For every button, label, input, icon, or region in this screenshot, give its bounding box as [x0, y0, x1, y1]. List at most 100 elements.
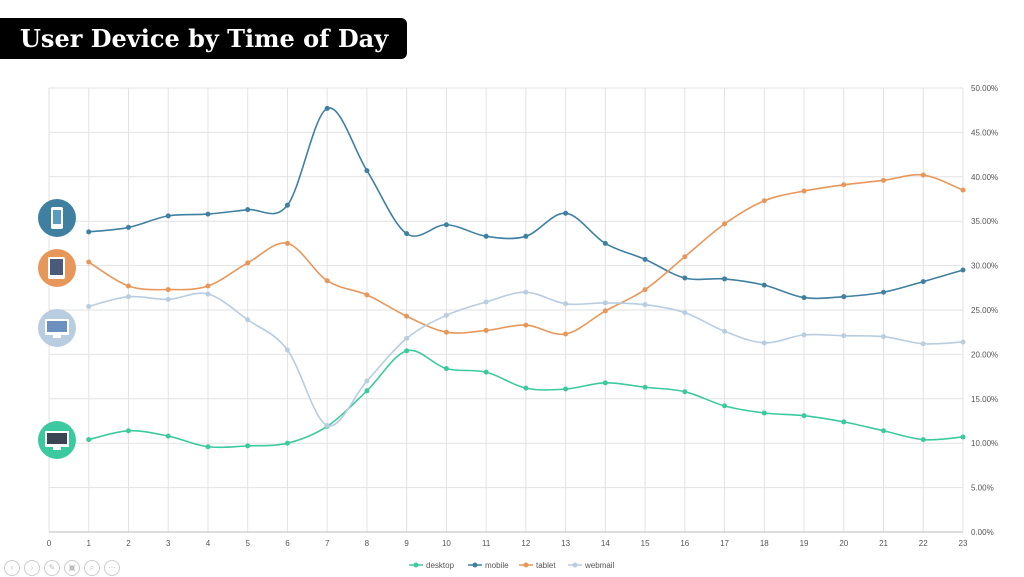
data-point-desktop[interactable]: [881, 428, 887, 434]
data-point-mobile[interactable]: [761, 282, 767, 288]
data-point-webmail[interactable]: [563, 301, 569, 307]
data-point-webmail[interactable]: [523, 289, 529, 295]
data-point-webmail[interactable]: [404, 335, 410, 341]
data-point-tablet[interactable]: [284, 240, 290, 246]
data-point-webmail[interactable]: [881, 334, 887, 340]
data-point-mobile[interactable]: [801, 295, 807, 301]
data-point-desktop[interactable]: [960, 434, 966, 440]
data-point-mobile[interactable]: [205, 211, 211, 217]
data-point-desktop[interactable]: [483, 369, 489, 375]
legend-label-desktop[interactable]: desktop: [426, 561, 455, 570]
data-point-mobile[interactable]: [642, 256, 648, 262]
data-point-mobile[interactable]: [483, 233, 489, 239]
data-point-desktop[interactable]: [86, 437, 92, 443]
data-point-webmail[interactable]: [245, 317, 251, 323]
data-point-desktop[interactable]: [722, 403, 728, 409]
data-point-desktop[interactable]: [801, 413, 807, 419]
data-point-desktop[interactable]: [602, 380, 608, 386]
data-point-mobile[interactable]: [563, 210, 569, 216]
data-point-desktop[interactable]: [245, 443, 251, 449]
data-point-mobile[interactable]: [125, 224, 131, 230]
data-point-webmail[interactable]: [205, 291, 211, 297]
data-point-tablet[interactable]: [205, 283, 211, 289]
data-point-mobile[interactable]: [324, 105, 330, 111]
data-point-mobile[interactable]: [245, 207, 251, 213]
data-point-tablet[interactable]: [722, 221, 728, 227]
data-point-tablet[interactable]: [682, 254, 688, 260]
data-point-webmail[interactable]: [364, 378, 370, 384]
data-point-webmail[interactable]: [761, 340, 767, 346]
data-point-webmail[interactable]: [602, 300, 608, 306]
forward-icon[interactable]: ›: [24, 560, 40, 576]
data-point-webmail[interactable]: [324, 422, 330, 428]
data-point-webmail[interactable]: [920, 341, 926, 347]
data-point-mobile[interactable]: [602, 240, 608, 246]
data-point-tablet[interactable]: [443, 329, 449, 335]
data-point-mobile[interactable]: [682, 275, 688, 281]
data-point-tablet[interactable]: [324, 278, 330, 284]
data-point-desktop[interactable]: [404, 348, 410, 354]
data-point-desktop[interactable]: [920, 437, 926, 443]
legend-label-webmail[interactable]: webmail: [584, 561, 615, 570]
data-point-desktop[interactable]: [165, 433, 171, 439]
data-point-tablet[interactable]: [761, 198, 767, 204]
data-point-tablet[interactable]: [642, 287, 648, 293]
data-point-mobile[interactable]: [364, 168, 370, 174]
data-point-desktop[interactable]: [841, 419, 847, 425]
data-point-mobile[interactable]: [86, 229, 92, 235]
data-point-mobile[interactable]: [523, 233, 529, 239]
legend-label-tablet[interactable]: tablet: [536, 561, 556, 570]
slides-icon[interactable]: ▣: [64, 560, 80, 576]
data-point-desktop[interactable]: [563, 386, 569, 392]
data-point-desktop[interactable]: [523, 385, 529, 391]
data-point-tablet[interactable]: [881, 177, 887, 183]
data-point-tablet[interactable]: [86, 259, 92, 265]
data-point-desktop[interactable]: [642, 384, 648, 390]
data-point-tablet[interactable]: [602, 308, 608, 314]
data-point-webmail[interactable]: [841, 333, 847, 339]
data-point-webmail[interactable]: [642, 302, 648, 308]
data-point-desktop[interactable]: [443, 366, 449, 372]
data-point-desktop[interactable]: [125, 428, 131, 434]
data-point-tablet[interactable]: [920, 172, 926, 178]
data-point-webmail[interactable]: [284, 347, 290, 353]
data-point-tablet[interactable]: [404, 313, 410, 319]
data-point-mobile[interactable]: [404, 231, 410, 237]
data-point-webmail[interactable]: [125, 294, 131, 300]
data-point-webmail[interactable]: [86, 303, 92, 309]
data-point-mobile[interactable]: [960, 267, 966, 273]
data-point-tablet[interactable]: [125, 283, 131, 289]
data-point-desktop[interactable]: [682, 389, 688, 395]
data-point-desktop[interactable]: [761, 410, 767, 416]
data-point-tablet[interactable]: [841, 182, 847, 188]
data-point-webmail[interactable]: [682, 310, 688, 316]
data-point-tablet[interactable]: [245, 260, 251, 266]
data-point-mobile[interactable]: [841, 294, 847, 300]
data-point-desktop[interactable]: [364, 388, 370, 394]
data-point-webmail[interactable]: [165, 296, 171, 302]
data-point-mobile[interactable]: [920, 279, 926, 285]
more-icon[interactable]: ⋯: [104, 560, 120, 576]
data-point-mobile[interactable]: [443, 222, 449, 228]
data-point-tablet[interactable]: [801, 188, 807, 194]
data-point-mobile[interactable]: [722, 276, 728, 282]
data-point-desktop[interactable]: [284, 440, 290, 446]
data-point-mobile[interactable]: [284, 202, 290, 208]
data-point-webmail[interactable]: [722, 328, 728, 334]
back-icon[interactable]: ‹: [4, 560, 20, 576]
pen-icon[interactable]: ✎: [44, 560, 60, 576]
data-point-tablet[interactable]: [364, 292, 370, 298]
data-point-tablet[interactable]: [523, 322, 529, 328]
zoom-icon[interactable]: ⌕: [84, 560, 100, 576]
data-point-webmail[interactable]: [960, 339, 966, 345]
data-point-tablet[interactable]: [165, 287, 171, 293]
data-point-webmail[interactable]: [483, 299, 489, 305]
data-point-webmail[interactable]: [801, 332, 807, 338]
data-point-mobile[interactable]: [881, 289, 887, 295]
legend-label-mobile[interactable]: mobile: [485, 561, 509, 570]
data-point-desktop[interactable]: [205, 444, 211, 450]
data-point-mobile[interactable]: [165, 213, 171, 219]
data-point-tablet[interactable]: [563, 331, 569, 337]
data-point-tablet[interactable]: [960, 187, 966, 193]
data-point-webmail[interactable]: [443, 312, 449, 318]
